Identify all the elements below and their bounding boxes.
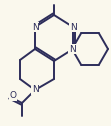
Text: N: N xyxy=(69,44,75,54)
Text: N: N xyxy=(32,86,38,94)
Text: N: N xyxy=(70,23,76,32)
Text: N: N xyxy=(32,23,38,32)
Text: O: O xyxy=(10,91,17,101)
